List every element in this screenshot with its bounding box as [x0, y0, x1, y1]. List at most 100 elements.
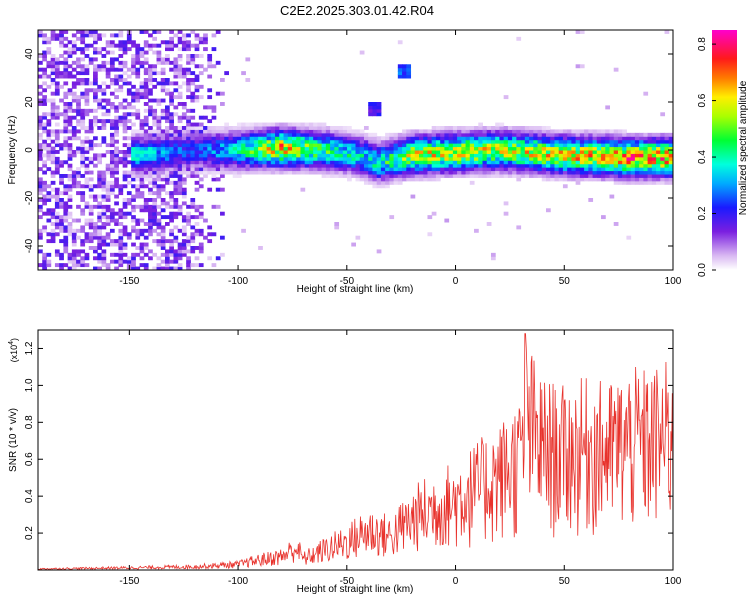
heatmap-cell: [419, 129, 424, 134]
heatmap-cell: [160, 136, 166, 141]
heatmap-cell: [524, 126, 530, 130]
heatmap-cell: [148, 136, 153, 141]
heatmap-cell: [156, 191, 162, 196]
heatmap-cell: [380, 167, 386, 172]
heatmap-cell: [338, 126, 344, 130]
heatmap-cell: [67, 47, 73, 52]
heatmap-cell: [622, 170, 627, 175]
heatmap-cell: [342, 129, 348, 134]
heatmap-cells: [38, 30, 673, 270]
heatmap-cell: [562, 146, 568, 151]
heatmap-cell: [465, 126, 471, 130]
heatmap-cell: [541, 150, 547, 154]
heatmap-cell: [160, 167, 166, 172]
heatmap-cell: [355, 143, 361, 148]
heatmap-cell: [109, 215, 115, 220]
heatmap-cell: [76, 150, 81, 154]
heatmap-cell: [190, 204, 196, 209]
heatmap-cell: [304, 129, 310, 134]
heatmap-cell: [148, 177, 153, 182]
heatmap-cell: [389, 143, 395, 148]
heatmap-cell: [97, 105, 102, 110]
heatmap-cell: [338, 174, 344, 178]
heatmap-cell: [118, 160, 124, 165]
heatmap-cell: [609, 146, 615, 151]
heatmap-cell: [203, 163, 208, 168]
heatmap-cell: [131, 43, 136, 48]
heatmap-cell: [181, 105, 187, 110]
heatmap-cell: [190, 95, 196, 100]
heatmap-cell: [448, 174, 454, 178]
heatmap-cell: [143, 88, 149, 93]
heatmap-cell: [431, 153, 437, 158]
heatmap-cell: [287, 150, 293, 154]
heatmap-cell: [67, 102, 73, 106]
heatmap-cell: [46, 153, 52, 158]
heatmap-cell: [232, 153, 238, 158]
heatmap-cell: [317, 153, 323, 158]
heatmap-cell: [664, 139, 670, 144]
heatmap-cell: [186, 139, 191, 144]
heatmap-cell: [76, 98, 81, 103]
heatmap-cell: [376, 112, 382, 117]
heatmap-cell: [499, 136, 505, 141]
heatmap-cell: [507, 150, 513, 154]
heatmap-cell: [372, 177, 378, 182]
heatmap-cell: [279, 167, 285, 172]
heatmap-cell: [465, 156, 471, 161]
heatmap-cell: [181, 136, 187, 141]
heatmap-cell: [173, 136, 179, 141]
heatmap-cell: [287, 156, 293, 161]
heatmap-cell: [165, 132, 170, 137]
heatmap-cell: [80, 263, 86, 268]
heatmap-cell: [156, 167, 162, 172]
heatmap-cell: [169, 139, 174, 144]
heatmap-cell: [499, 156, 505, 161]
heatmap-cell: [46, 252, 52, 257]
heatmap-cell: [495, 170, 500, 175]
heatmap-cell: [232, 174, 238, 178]
heatmap-cell: [165, 239, 170, 244]
heatmap-cell: [211, 204, 217, 209]
heatmap-cell: [190, 122, 196, 127]
heatmap-cell: [84, 146, 90, 151]
heatmap-cell: [67, 211, 73, 216]
heatmap-cell: [461, 170, 467, 175]
heatmap-cell: [139, 119, 145, 124]
heatmap-cell: [232, 146, 238, 151]
heatmap-cell: [84, 91, 90, 96]
heatmap-cell: [228, 129, 234, 134]
heatmap-cell: [181, 132, 187, 137]
heatmap-cell: [660, 112, 666, 117]
heatmap-cell: [105, 198, 111, 202]
heatmap-cell: [579, 30, 585, 34]
heatmap-cell: [165, 115, 170, 120]
heatmap-cell: [42, 163, 47, 168]
heatmap-cell: [516, 126, 522, 130]
heatmap-cell: [245, 150, 251, 154]
heatmap-cell: [507, 153, 513, 158]
heatmap-cell: [97, 119, 102, 124]
heatmap-cell: [169, 102, 174, 106]
heatmap-cell: [211, 47, 217, 52]
heatmap-cell: [118, 256, 124, 261]
heatmap-cell: [190, 246, 196, 250]
heatmap-cell: [71, 91, 77, 96]
heatmap-cell: [368, 153, 373, 158]
heatmap-cell: [80, 150, 86, 154]
heatmap-cell: [215, 170, 221, 175]
heatmap-cell: [490, 146, 496, 151]
heatmap-cell: [516, 150, 522, 154]
heatmap-cell: [660, 170, 666, 175]
heatmap-cell: [440, 167, 445, 172]
heatmap-cell: [490, 252, 496, 257]
heatmap-cell: [169, 160, 174, 165]
heatmap-cell: [198, 167, 204, 172]
heatmap-cell: [67, 225, 73, 230]
heatmap-cell: [38, 136, 43, 141]
heatmap-cell: [419, 156, 424, 161]
heatmap-cell: [469, 136, 475, 141]
heatmap-cell: [529, 170, 534, 175]
heatmap-cell: [452, 150, 458, 154]
heatmap-cell: [156, 122, 162, 127]
